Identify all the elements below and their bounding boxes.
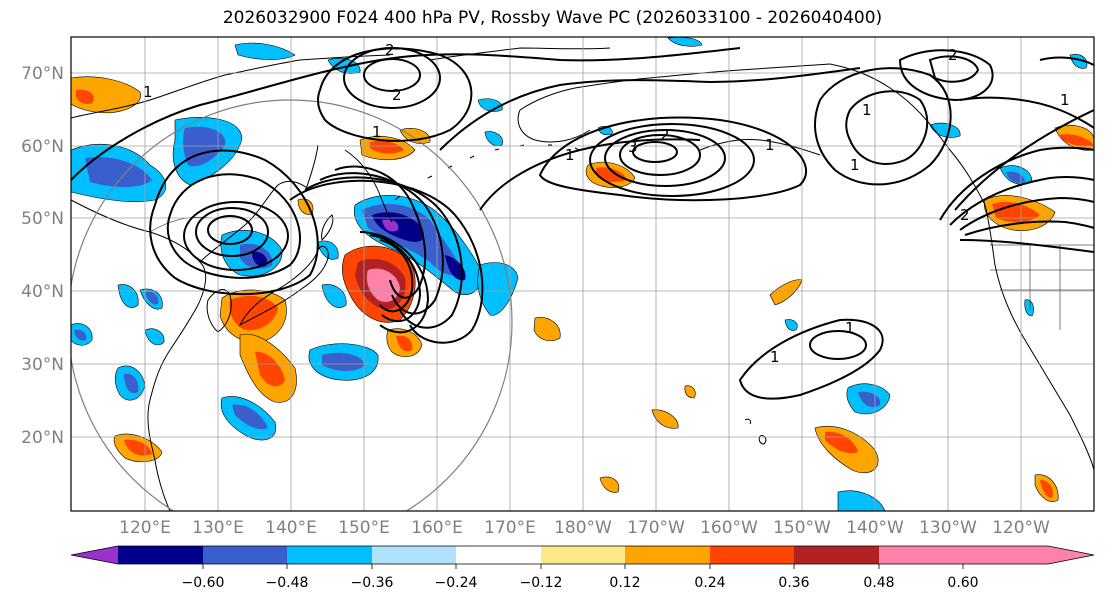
lat-lon-grid <box>71 37 1094 511</box>
lon-label: 170°E <box>484 518 536 538</box>
lon-label: 140°E <box>265 518 317 538</box>
colorbar-segment <box>456 546 541 564</box>
map-frame <box>70 36 1095 512</box>
lon-label: 150°E <box>338 518 390 538</box>
colorbar-segment <box>372 546 456 564</box>
contour-labels: 1 2 2 1 1 3 2 1 1 1 2 1 2 1 1 <box>143 41 1070 366</box>
colorbar-segment <box>118 546 203 564</box>
colorbar-segment <box>794 546 879 564</box>
pv-contours <box>71 47 1094 400</box>
colorbar-tick-label: 0.60 <box>947 575 978 591</box>
colorbar-segment <box>203 546 287 564</box>
colorbar-tick-label: 0.48 <box>863 575 894 591</box>
colorbar-tick-label: −0.12 <box>520 575 563 591</box>
colorbar-segment <box>625 546 710 564</box>
colorbar-tick-label: 0.36 <box>778 575 809 591</box>
contour-label: 1 <box>372 123 382 141</box>
colorbar-tick-label: −0.24 <box>435 575 478 591</box>
colorbar-extend-right <box>879 546 1094 564</box>
lon-label: 130°E <box>192 518 244 538</box>
colorbar-extend-left <box>71 546 118 564</box>
colorbar-ticks <box>202 564 964 569</box>
lon-label: 120°E <box>119 518 171 538</box>
chart-title: 2026032900 F024 400 hPa PV, Rossby Wave … <box>222 8 883 28</box>
lon-label: 130°W <box>919 518 977 538</box>
colorbar-segment <box>287 546 372 564</box>
colorbar: −0.60 −0.48 −0.36 −0.24 −0.12 0.12 0.24 … <box>70 545 1095 591</box>
lat-label-20n: 20°N <box>21 428 64 448</box>
contour-label: 1 <box>565 146 575 164</box>
longitude-labels: 120°E 130°E 140°E 150°E 160°E 170°E 180°… <box>119 518 1050 538</box>
contour-label: 2 <box>392 86 402 104</box>
map-background <box>71 37 1094 511</box>
lon-label: 120°W <box>992 518 1050 538</box>
contour-label: 1 <box>770 348 780 366</box>
lon-label: 170°W <box>627 518 685 538</box>
colorbar-tick-label: −0.60 <box>182 575 225 591</box>
lon-label: 140°W <box>846 518 904 538</box>
lon-label: 160°W <box>700 518 758 538</box>
colorbar-tick-label: 0.24 <box>694 575 725 591</box>
contour-label: 1 <box>143 83 153 101</box>
colorbar-tick-label: −0.36 <box>351 575 394 591</box>
contour-label: 3 <box>628 138 638 156</box>
colorbar-segment <box>710 546 794 564</box>
contour-label: 1 <box>1060 91 1070 109</box>
reference-circle <box>71 99 513 511</box>
contour-label: 1 <box>862 101 872 119</box>
contour-label: 2 <box>660 126 670 144</box>
lat-label-40n: 40°N <box>21 282 64 302</box>
contour-label: 1 <box>850 156 860 174</box>
lon-label: 150°W <box>773 518 831 538</box>
lon-label: 160°E <box>411 518 463 538</box>
latitude-labels: 70°N 60°N 50°N 40°N 30°N 20°N <box>21 64 64 448</box>
lat-label-30n: 30°N <box>21 355 64 375</box>
lat-label-60n: 60°N <box>21 137 64 157</box>
contour-label: 2 <box>948 46 958 64</box>
contour-label: 1 <box>845 319 855 337</box>
contour-label: 2 <box>385 41 395 59</box>
lon-label: 180°W <box>554 518 612 538</box>
colorbar-tick-label: 0.12 <box>609 575 640 591</box>
colorbar-segment <box>541 546 625 564</box>
lat-label-50n: 50°N <box>21 209 64 229</box>
colorbar-tick-label: −0.48 <box>266 575 309 591</box>
contour-label: 2 <box>960 206 970 224</box>
lat-label-70n: 70°N <box>21 64 64 84</box>
contour-label: 1 <box>765 136 775 154</box>
